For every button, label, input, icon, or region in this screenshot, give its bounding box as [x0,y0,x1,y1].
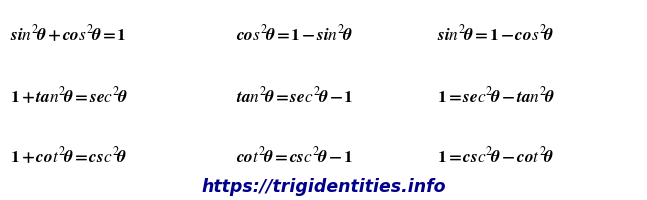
Text: https://trigidentities.info: https://trigidentities.info [201,178,446,196]
Text: $\boldsymbol{1 = csc^2\!\theta - cot^2\!\theta}$: $\boldsymbol{1 = csc^2\!\theta - cot^2\!… [437,146,554,166]
Text: $\boldsymbol{cos^2\!\theta = 1 - sin^2\!\theta}$: $\boldsymbol{cos^2\!\theta = 1 - sin^2\!… [236,24,353,44]
Text: $\boldsymbol{sin^2\!\theta + cos^2\!\theta = 1}$: $\boldsymbol{sin^2\!\theta + cos^2\!\the… [10,24,126,44]
Text: $\boldsymbol{1 + cot^2\!\theta = csc^2\!\theta}$: $\boldsymbol{1 + cot^2\!\theta = csc^2\!… [10,146,127,166]
Text: $\boldsymbol{sin^2\!\theta = 1 - cos^2\!\theta}$: $\boldsymbol{sin^2\!\theta = 1 - cos^2\!… [437,24,554,44]
Text: $\boldsymbol{1 + tan^2\!\theta = sec^2\!\theta}$: $\boldsymbol{1 + tan^2\!\theta = sec^2\!… [10,86,127,106]
Text: $\boldsymbol{cot^2\!\theta = csc^2\!\theta - 1}$: $\boldsymbol{cot^2\!\theta = csc^2\!\the… [236,146,353,166]
Text: $\boldsymbol{tan^2\!\theta = sec^2\!\theta - 1}$: $\boldsymbol{tan^2\!\theta = sec^2\!\the… [236,86,353,106]
Text: $\boldsymbol{1 = sec^2\!\theta - tan^2\!\theta}$: $\boldsymbol{1 = sec^2\!\theta - tan^2\!… [437,86,554,106]
